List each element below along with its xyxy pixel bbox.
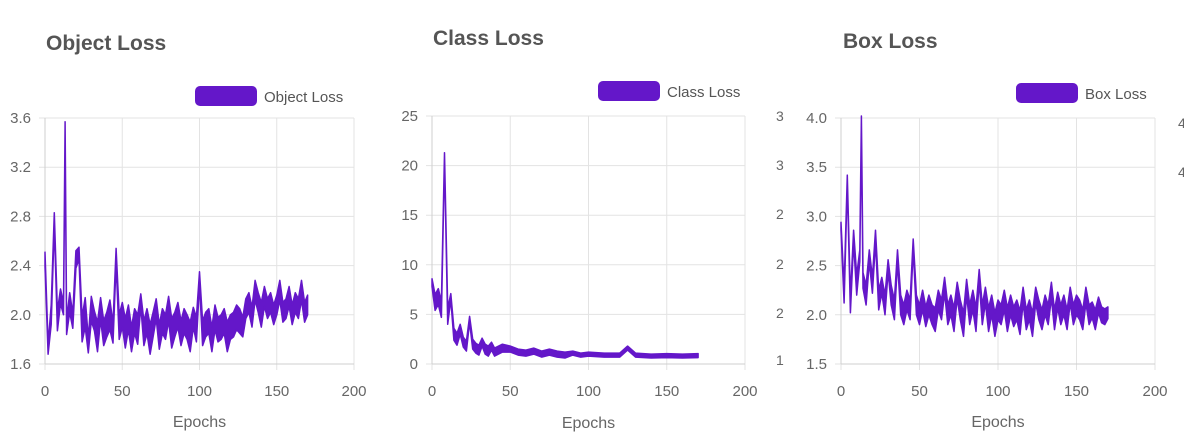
y-tick-label: 3.6 bbox=[10, 110, 31, 127]
y-tick-label: 2.8 bbox=[10, 208, 31, 225]
y-tick-label: 10 bbox=[401, 257, 418, 274]
clipped-tick-fragment: 4 bbox=[1178, 115, 1184, 131]
y-tick-label: 25 bbox=[401, 108, 418, 125]
grid bbox=[426, 115, 746, 370]
y-tick-label: 1.5 bbox=[806, 356, 827, 373]
y-tick-label: 2.0 bbox=[10, 307, 31, 324]
series-line bbox=[840, 115, 1109, 338]
class-loss-panel: Class Loss 0 50 100 150 200 0 5 10 15 20 25 Epochs C… bbox=[380, 0, 775, 438]
clipped-tick-fragment: 4 bbox=[1178, 164, 1184, 180]
class-loss-chart: 0 50 100 150 200 0 5 10 15 20 25 Epochs Class Loss bbox=[401, 81, 758, 432]
chart-title: Box Loss bbox=[843, 30, 938, 53]
y-tick-label: 1.6 bbox=[10, 356, 31, 373]
x-tick-label: 100 bbox=[187, 383, 212, 400]
x-axis-label: Epochs bbox=[971, 414, 1024, 431]
y-tick-label: 2.4 bbox=[10, 258, 31, 275]
y-tick-label: 0 bbox=[410, 356, 418, 373]
clipped-tick-fragment: 1 bbox=[776, 352, 784, 368]
clipped-tick-fragment: 2 bbox=[776, 305, 784, 321]
x-tick-label: 50 bbox=[502, 383, 519, 400]
x-axis-label: Epochs bbox=[173, 414, 226, 431]
clipped-tick-fragment: 2 bbox=[776, 256, 784, 272]
chart-title: Class Loss bbox=[433, 27, 544, 50]
y-tick-label: 3.5 bbox=[806, 159, 827, 176]
box-loss-panel: Box Loss 0 50 100 150 200 1.5 2.0 2.5 3.0 3.5 4.0 E… bbox=[775, 0, 1184, 438]
legend-swatch[interactable] bbox=[1016, 83, 1078, 103]
y-tick-label: 5 bbox=[410, 306, 418, 323]
clipped-tick-fragment: 3 bbox=[776, 108, 784, 124]
legend-label[interactable]: Box Loss bbox=[1085, 86, 1147, 103]
x-tick-label: 0 bbox=[837, 383, 845, 400]
x-tick-label: 200 bbox=[1142, 383, 1167, 400]
legend-label[interactable]: Class Loss bbox=[667, 84, 740, 101]
y-tick-label: 4.0 bbox=[806, 110, 827, 127]
x-tick-label: 150 bbox=[264, 383, 289, 400]
x-tick-label: 50 bbox=[911, 383, 928, 400]
object-loss-chart: 0 50 100 150 200 1.6 2.0 2.4 2.8 3.2 3.6 Epochs Obje… bbox=[10, 86, 367, 431]
x-tick-label: 100 bbox=[985, 383, 1010, 400]
object-loss-panel: Object Loss 0 50 100 150 200 1.6 2.0 2.4 2.8 3.2 3… bbox=[0, 0, 380, 438]
y-tick-label: 15 bbox=[401, 207, 418, 224]
y-tick-label: 20 bbox=[401, 158, 418, 175]
x-tick-label: 50 bbox=[114, 383, 131, 400]
x-tick-label: 100 bbox=[576, 383, 601, 400]
y-tick-label: 3.2 bbox=[10, 159, 31, 176]
y-tick-label: 3.0 bbox=[806, 208, 827, 225]
clipped-tick-fragment: 3 bbox=[776, 157, 784, 173]
legend-label[interactable]: Object Loss bbox=[264, 89, 343, 106]
box-loss-chart: 0 50 100 150 200 1.5 2.0 2.5 3.0 3.5 4.0 Epochs Box … bbox=[806, 83, 1168, 431]
series-line bbox=[431, 151, 699, 359]
chart-title: Object Loss bbox=[46, 32, 167, 55]
legend-swatch[interactable] bbox=[598, 81, 660, 101]
clipped-tick-fragment: 2 bbox=[776, 206, 784, 222]
x-tick-label: 150 bbox=[1064, 383, 1089, 400]
x-tick-label: 150 bbox=[654, 383, 679, 400]
x-tick-label: 200 bbox=[732, 383, 757, 400]
x-tick-label: 0 bbox=[428, 383, 436, 400]
y-tick-label: 2.0 bbox=[806, 307, 827, 324]
x-tick-label: 0 bbox=[41, 383, 49, 400]
y-tick-label: 2.5 bbox=[806, 258, 827, 275]
series-line bbox=[44, 120, 309, 355]
x-axis-label: Epochs bbox=[562, 415, 615, 432]
x-tick-label: 200 bbox=[341, 383, 366, 400]
legend-swatch[interactable] bbox=[195, 86, 257, 106]
